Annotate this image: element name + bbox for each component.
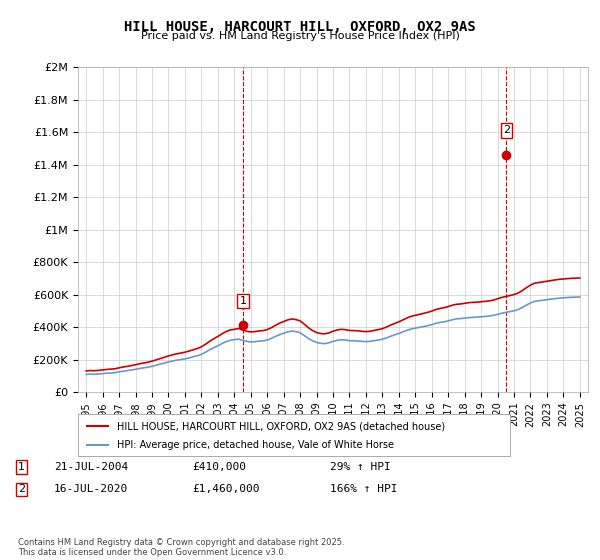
Text: Price paid vs. HM Land Registry's House Price Index (HPI): Price paid vs. HM Land Registry's House … bbox=[140, 31, 460, 41]
Text: HILL HOUSE, HARCOURT HILL, OXFORD, OX2 9AS: HILL HOUSE, HARCOURT HILL, OXFORD, OX2 9… bbox=[124, 20, 476, 34]
Text: 29% ↑ HPI: 29% ↑ HPI bbox=[330, 462, 391, 472]
Text: HILL HOUSE, HARCOURT HILL, OXFORD, OX2 9AS (detached house): HILL HOUSE, HARCOURT HILL, OXFORD, OX2 9… bbox=[117, 421, 445, 431]
Text: £1,460,000: £1,460,000 bbox=[192, 484, 260, 494]
Text: 2: 2 bbox=[18, 484, 25, 494]
Text: 1: 1 bbox=[239, 296, 247, 306]
Text: 166% ↑ HPI: 166% ↑ HPI bbox=[330, 484, 398, 494]
Text: £410,000: £410,000 bbox=[192, 462, 246, 472]
Text: 16-JUL-2020: 16-JUL-2020 bbox=[54, 484, 128, 494]
Text: 21-JUL-2004: 21-JUL-2004 bbox=[54, 462, 128, 472]
Text: 1: 1 bbox=[18, 462, 25, 472]
Text: HPI: Average price, detached house, Vale of White Horse: HPI: Average price, detached house, Vale… bbox=[117, 440, 394, 450]
Text: Contains HM Land Registry data © Crown copyright and database right 2025.
This d: Contains HM Land Registry data © Crown c… bbox=[18, 538, 344, 557]
Text: 2: 2 bbox=[503, 125, 510, 136]
